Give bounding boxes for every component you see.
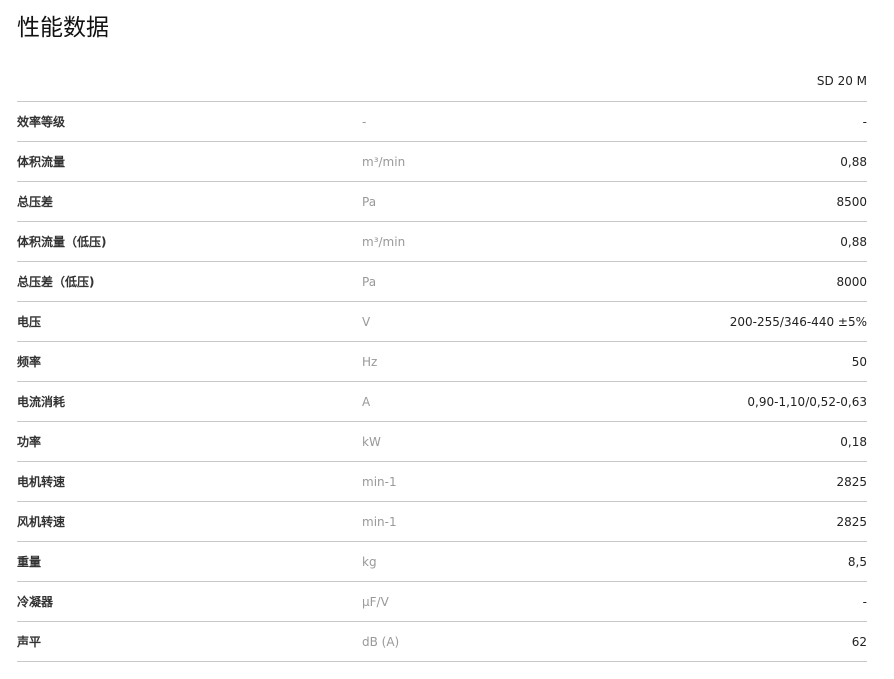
- table-row: 电压 V 200-255/346-440 ±5%: [17, 302, 867, 342]
- row-unit: µF/V: [362, 595, 389, 609]
- table-row: 总压差（低压) Pa 8000: [17, 262, 867, 302]
- row-label: 总压差: [17, 195, 54, 209]
- row-value: 2825: [836, 475, 867, 489]
- row-value: 62: [851, 635, 867, 649]
- row-unit: min-1: [362, 515, 397, 529]
- row-value: 0,18: [840, 435, 867, 449]
- row-value: 0,90-1,10/0,52-0,63: [747, 395, 867, 409]
- row-value: -: [862, 115, 867, 129]
- table-row: 功率 kW 0,18: [17, 422, 867, 462]
- row-unit: m³/min: [362, 155, 406, 169]
- column-header: SD 20 M: [17, 62, 867, 102]
- row-value: 0,88: [840, 235, 867, 249]
- performance-table: SD 20 M 效率等级 - - 体积流量 m³/min 0,88 总压差 Pa 8500 体积流…: [17, 62, 867, 662]
- row-value: 8500: [836, 195, 867, 209]
- table-row: 冷凝器 µF/V -: [17, 582, 867, 622]
- table-row: 频率 Hz 50: [17, 342, 867, 382]
- row-value: -: [862, 595, 867, 609]
- row-label: 效率等级: [17, 115, 66, 129]
- table-row: 体积流量 m³/min 0,88: [17, 142, 867, 182]
- table-row: 电机转速 min-1 2825: [17, 462, 867, 502]
- table-row: 效率等级 - -: [17, 102, 867, 142]
- row-value: 8000: [836, 275, 867, 289]
- row-label: 电压: [17, 315, 42, 329]
- table-row: 总压差 Pa 8500: [17, 182, 867, 222]
- table-row: 风机转速 min-1 2825: [17, 502, 867, 542]
- table-row: 体积流量（低压) m³/min 0,88: [17, 222, 867, 262]
- row-label: 重量: [17, 555, 42, 569]
- row-value: 8,5: [847, 555, 867, 569]
- table-row: 重量 kg 8,5: [17, 542, 867, 582]
- row-label: 声平: [17, 635, 42, 649]
- row-label: 电机转速: [17, 475, 66, 489]
- row-unit: m³/min: [362, 235, 406, 249]
- row-label: 冷凝器: [17, 595, 54, 609]
- row-label: 总压差（低压): [17, 275, 95, 289]
- row-unit: kW: [362, 435, 381, 449]
- row-unit: V: [362, 315, 371, 329]
- table-body: 效率等级 - - 体积流量 m³/min 0,88 总压差 Pa 8500 体积流量（低压) m³/…: [17, 102, 867, 662]
- row-label: 体积流量: [17, 155, 66, 169]
- row-unit: Hz: [362, 355, 378, 369]
- row-unit: kg: [362, 555, 377, 569]
- row-unit: min-1: [362, 475, 397, 489]
- row-label: 功率: [17, 435, 42, 449]
- row-value: 200-255/346-440 ±5%: [729, 315, 867, 329]
- row-unit: Pa: [362, 275, 377, 289]
- row-value: 50: [851, 355, 867, 369]
- row-label: 频率: [17, 355, 42, 369]
- row-label: 体积流量（低压): [17, 235, 107, 249]
- row-value: 0,88: [840, 155, 867, 169]
- row-unit: Pa: [362, 195, 377, 209]
- row-unit: -: [362, 115, 367, 129]
- row-label: 风机转速: [17, 515, 66, 529]
- row-label: 电流消耗: [17, 395, 66, 409]
- page-title: 性能数据: [17, 15, 109, 41]
- row-value: 2825: [836, 515, 867, 529]
- row-unit: dB (A): [362, 635, 400, 649]
- table-row: 声平 dB (A) 62: [17, 622, 867, 662]
- row-unit: A: [362, 395, 371, 409]
- table-row: 电流消耗 A 0,90-1,10/0,52-0,63: [17, 382, 867, 422]
